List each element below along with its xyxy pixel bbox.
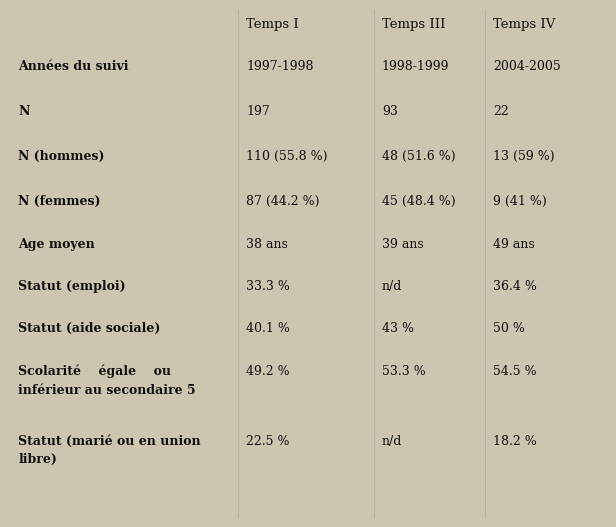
- Text: Temps I: Temps I: [246, 18, 299, 31]
- Text: Age moyen: Age moyen: [18, 238, 95, 251]
- Text: 53.3 %: 53.3 %: [382, 365, 426, 378]
- Text: 54.5 %: 54.5 %: [493, 365, 537, 378]
- Text: Années du suivi: Années du suivi: [18, 60, 129, 73]
- Text: 9 (41 %): 9 (41 %): [493, 195, 546, 208]
- Text: 110 (55.8 %): 110 (55.8 %): [246, 150, 328, 163]
- Text: 93: 93: [382, 105, 398, 118]
- Text: Scolarité    égale    ou
inférieur au secondaire 5: Scolarité égale ou inférieur au secondai…: [18, 365, 196, 396]
- Text: 22: 22: [493, 105, 509, 118]
- Text: 40.1 %: 40.1 %: [246, 322, 290, 335]
- Text: 49 ans: 49 ans: [493, 238, 535, 251]
- Text: 50 %: 50 %: [493, 322, 525, 335]
- Text: 197: 197: [246, 105, 270, 118]
- Text: 2004-2005: 2004-2005: [493, 60, 561, 73]
- Text: 1997-1998: 1997-1998: [246, 60, 314, 73]
- Text: N (hommes): N (hommes): [18, 150, 105, 163]
- Text: Temps IV: Temps IV: [493, 18, 555, 31]
- Text: N: N: [18, 105, 30, 118]
- Text: 48 (51.6 %): 48 (51.6 %): [382, 150, 456, 163]
- Text: 33.3 %: 33.3 %: [246, 280, 290, 293]
- Text: Statut (aide sociale): Statut (aide sociale): [18, 322, 161, 335]
- Text: 43 %: 43 %: [382, 322, 414, 335]
- Text: n/d: n/d: [382, 435, 402, 448]
- Text: 18.2 %: 18.2 %: [493, 435, 537, 448]
- Text: Statut (emploi): Statut (emploi): [18, 280, 126, 293]
- Text: 13 (59 %): 13 (59 %): [493, 150, 554, 163]
- Text: 38 ans: 38 ans: [246, 238, 288, 251]
- Text: 36.4 %: 36.4 %: [493, 280, 537, 293]
- Text: N (femmes): N (femmes): [18, 195, 101, 208]
- Text: 22.5 %: 22.5 %: [246, 435, 290, 448]
- Text: 49.2 %: 49.2 %: [246, 365, 290, 378]
- Text: 45 (48.4 %): 45 (48.4 %): [382, 195, 456, 208]
- Text: Temps III: Temps III: [382, 18, 445, 31]
- Text: n/d: n/d: [382, 280, 402, 293]
- Text: 39 ans: 39 ans: [382, 238, 424, 251]
- Text: 1998-1999: 1998-1999: [382, 60, 450, 73]
- Text: 87 (44.2 %): 87 (44.2 %): [246, 195, 320, 208]
- Text: Statut (marié ou en union
libre): Statut (marié ou en union libre): [18, 435, 201, 466]
